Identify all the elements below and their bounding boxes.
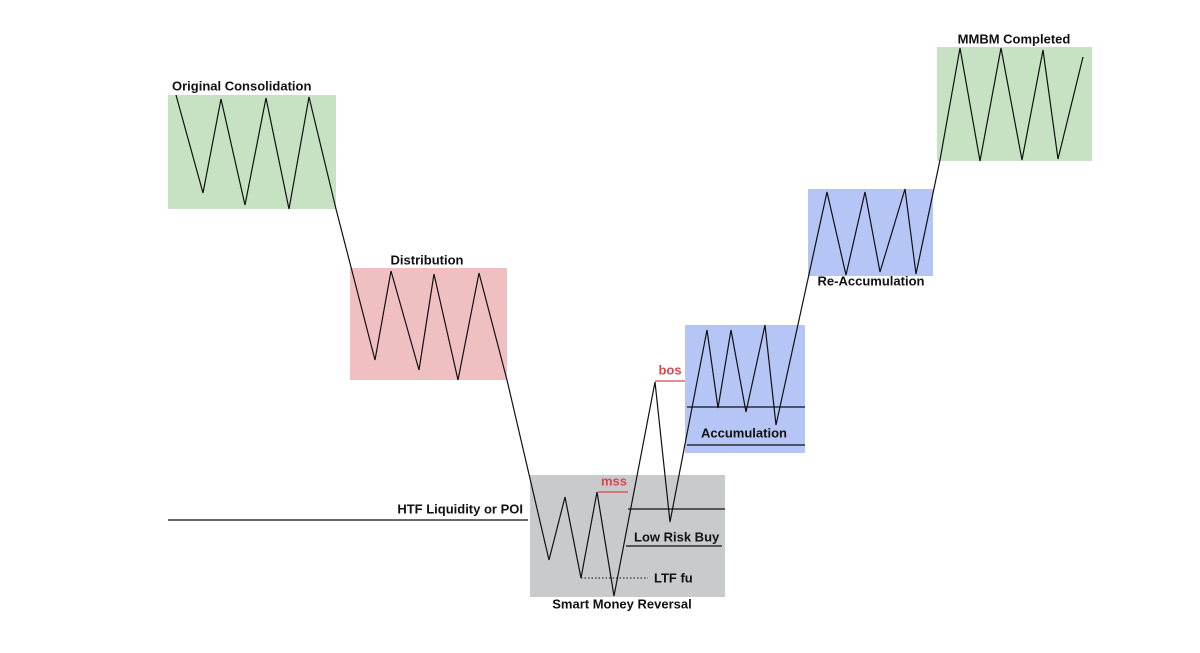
label: Accumulation	[701, 425, 787, 440]
completed-zone	[937, 47, 1092, 161]
label: MMBM Completed	[958, 31, 1071, 46]
reversal-zone	[530, 475, 725, 597]
accumulation-zone	[685, 325, 805, 453]
label: Original Consolidation	[172, 78, 311, 93]
label: bos	[658, 362, 681, 377]
label: mss	[601, 473, 627, 488]
label: Re-Accumulation	[818, 273, 925, 288]
reaccumulation-zone	[808, 189, 933, 276]
label: Distribution	[391, 252, 464, 267]
label: HTF Liquidity or POI	[397, 501, 523, 516]
consolidation-zone	[168, 95, 336, 209]
label: Smart Money Reversal	[552, 596, 691, 611]
label: LTF fu	[654, 570, 693, 585]
price-path	[175, 47, 1084, 597]
distribution-zone	[350, 268, 507, 380]
label: Low Risk Buy	[634, 529, 720, 544]
